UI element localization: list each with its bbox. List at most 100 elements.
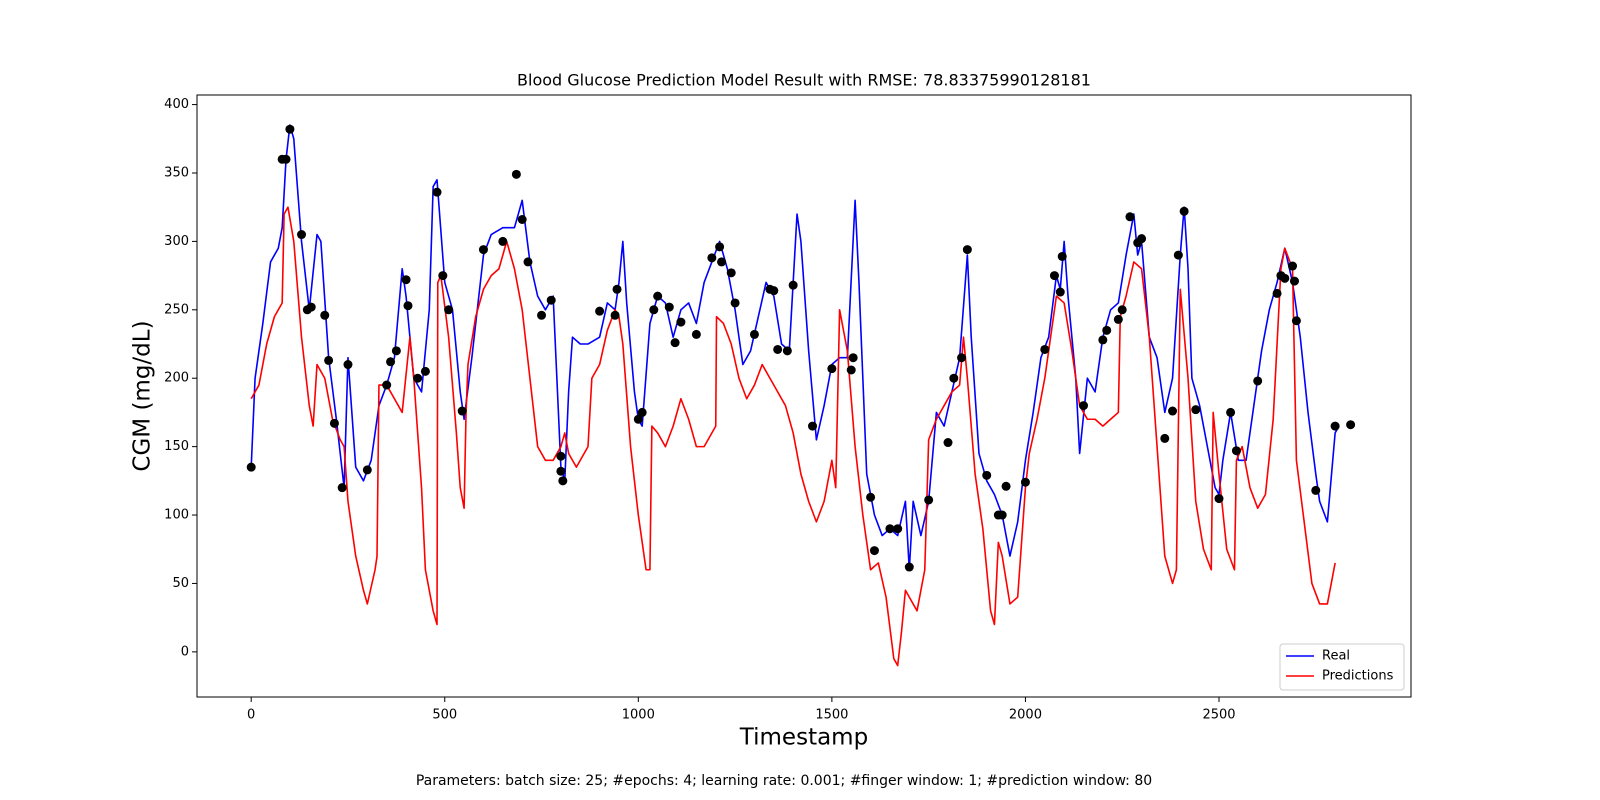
data-point	[1078, 401, 1088, 411]
data-point	[866, 492, 876, 502]
data-point	[285, 124, 295, 134]
legend-label: Real	[1322, 649, 1350, 664]
data-point	[885, 524, 895, 534]
data-point	[595, 306, 605, 316]
y-tick-label: 150	[164, 439, 189, 454]
data-point	[478, 245, 488, 255]
data-point	[1168, 406, 1178, 416]
data-point	[1020, 477, 1030, 487]
data-point	[769, 286, 779, 296]
data-point	[943, 438, 953, 448]
data-point	[869, 546, 879, 556]
data-point	[848, 353, 858, 363]
x-axis-label: Timestamp	[739, 725, 868, 751]
data-point	[1102, 325, 1112, 335]
data-point	[717, 257, 727, 267]
data-point	[438, 271, 448, 281]
caption: Parameters: batch size: 25; #epochs: 4; …	[416, 773, 1152, 789]
data-point	[1001, 481, 1011, 491]
data-point	[306, 302, 316, 312]
data-point	[1280, 273, 1290, 283]
x-tick-label: 1000	[622, 708, 655, 723]
data-point	[556, 451, 566, 461]
data-point	[949, 373, 959, 383]
data-point	[1055, 287, 1065, 297]
data-point	[1288, 261, 1298, 271]
data-point	[1289, 276, 1299, 286]
data-point	[664, 302, 674, 312]
y-tick-label: 200	[164, 371, 189, 386]
plot-frame	[196, 94, 1412, 698]
data-point	[457, 406, 467, 416]
data-point	[246, 462, 256, 472]
data-point	[1125, 212, 1135, 222]
data-point	[1040, 344, 1050, 354]
data-point	[420, 366, 430, 376]
data-point	[904, 562, 914, 572]
line-series	[250, 124, 1340, 571]
data-point	[432, 187, 442, 197]
line-series	[250, 206, 1336, 667]
x-tick-label: 1500	[815, 708, 848, 723]
data-point	[1049, 271, 1059, 281]
x-tick-label: 0	[247, 708, 255, 723]
data-point	[1311, 485, 1321, 495]
data-point	[707, 253, 717, 263]
data-point	[537, 310, 547, 320]
data-point	[633, 414, 643, 424]
data-point	[523, 257, 533, 267]
data-point	[1253, 376, 1263, 386]
y-tick-label: 250	[164, 302, 189, 317]
data-point	[444, 305, 454, 315]
data-point	[337, 483, 347, 493]
data-point	[1214, 494, 1224, 504]
data-point	[1113, 314, 1123, 324]
data-point	[653, 291, 663, 301]
x-tick-label: 2500	[1202, 708, 1235, 723]
data-point	[517, 215, 527, 225]
data-point	[1346, 420, 1356, 430]
data-point	[982, 470, 992, 480]
data-point	[670, 338, 680, 348]
data-point	[320, 310, 330, 320]
data-point	[413, 373, 423, 383]
data-point	[362, 465, 372, 475]
data-point	[637, 407, 647, 417]
data-point	[1330, 421, 1340, 431]
data-point	[1291, 316, 1301, 326]
data-point	[649, 305, 659, 315]
data-point	[957, 353, 967, 363]
y-tick-label: 0	[181, 644, 189, 659]
data-point	[997, 510, 1007, 520]
data-point	[788, 280, 798, 290]
y-tick-label: 300	[164, 234, 189, 249]
data-point	[386, 357, 396, 367]
data-point	[297, 230, 307, 240]
data-point	[1173, 250, 1183, 260]
y-tick-label: 350	[164, 165, 189, 180]
data-point	[281, 154, 291, 164]
data-point	[827, 364, 837, 374]
data-point	[773, 344, 783, 354]
data-point	[1191, 405, 1201, 415]
data-point	[726, 268, 736, 278]
data-point	[401, 275, 411, 285]
y-tick-label: 400	[164, 97, 189, 112]
data-point	[893, 524, 903, 534]
data-point	[1057, 251, 1067, 261]
data-point	[730, 298, 740, 308]
legend-label: Predictions	[1322, 669, 1394, 684]
data-point	[1226, 407, 1236, 417]
data-point	[546, 295, 556, 305]
data-point	[962, 245, 972, 255]
data-point	[846, 365, 856, 375]
data-point	[1231, 446, 1241, 456]
data-point	[382, 380, 392, 390]
data-point	[1160, 433, 1170, 443]
y-axis-label: CGM (mg/dL)	[130, 320, 156, 471]
data-point	[403, 301, 413, 311]
data-point	[558, 476, 568, 486]
data-point	[324, 355, 334, 365]
